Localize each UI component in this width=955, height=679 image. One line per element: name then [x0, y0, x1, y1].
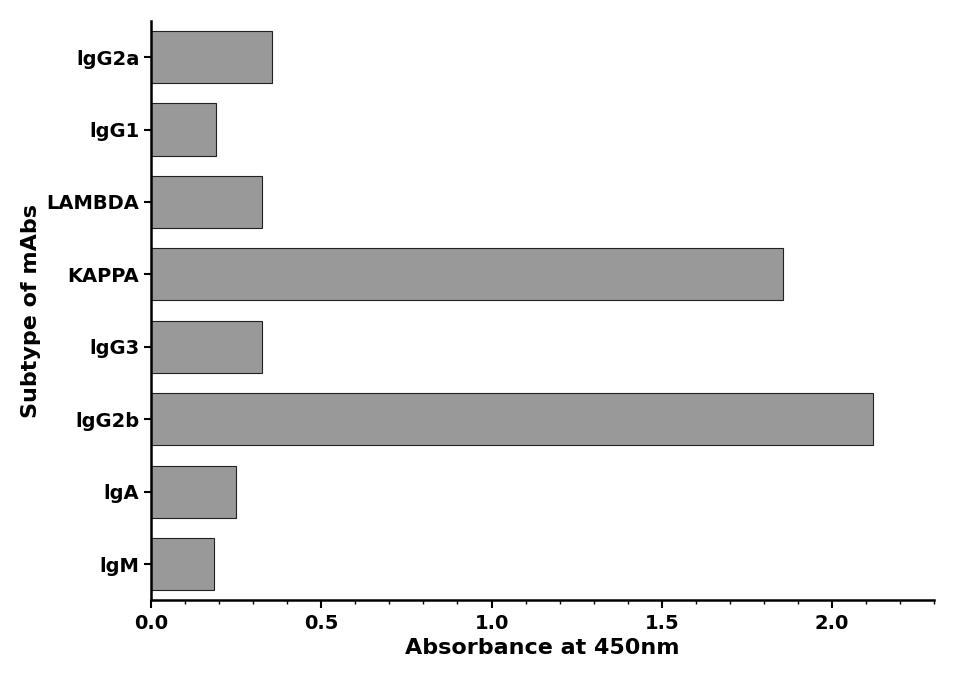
Bar	[151, 176, 262, 228]
Bar	[151, 249, 783, 301]
Bar	[151, 466, 236, 518]
Bar	[151, 393, 873, 445]
X-axis label: Absorbance at 450nm: Absorbance at 450nm	[405, 638, 680, 658]
Y-axis label: Subtype of mAbs: Subtype of mAbs	[21, 204, 41, 418]
Bar	[151, 538, 214, 590]
Bar	[151, 31, 272, 83]
Bar	[151, 320, 262, 373]
Bar	[151, 103, 216, 155]
